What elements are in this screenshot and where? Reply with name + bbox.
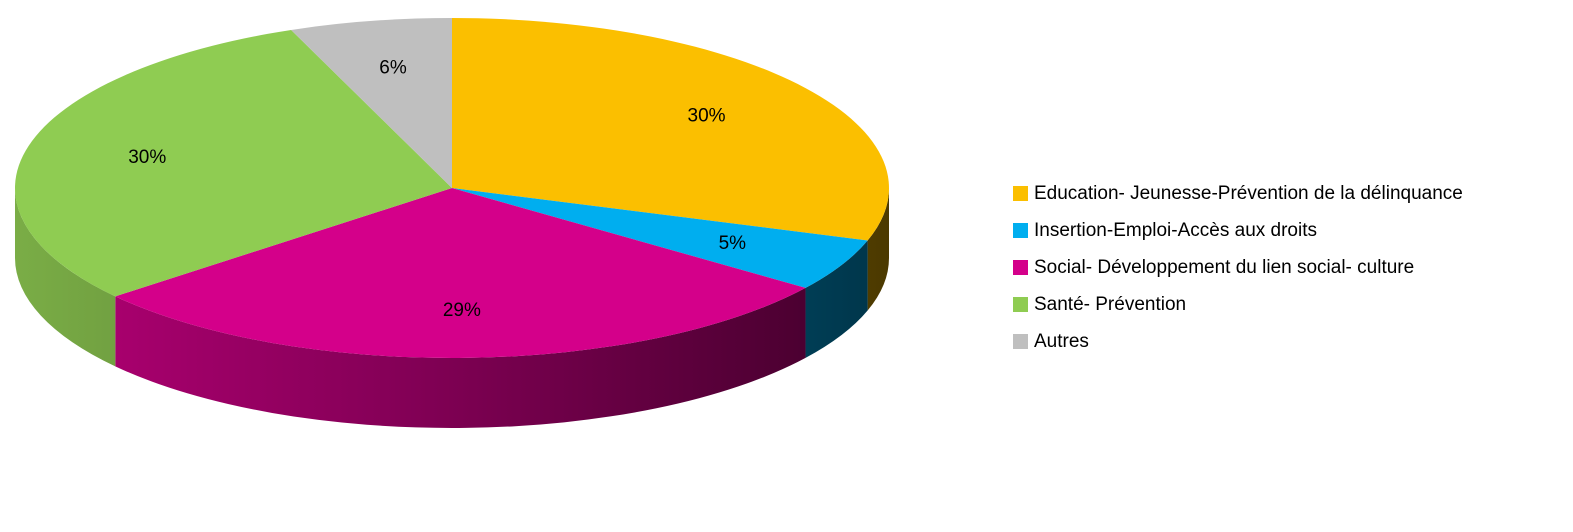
- legend-label: Autres: [1034, 330, 1089, 352]
- data-label-education-jeunesse-prevention-de-la-delinquance: 30%: [688, 106, 726, 127]
- legend-label: Santé- Prévention: [1034, 293, 1187, 315]
- legend-swatch: [1013, 334, 1028, 349]
- legend-swatch: [1013, 186, 1028, 201]
- data-label-insertion-emploi-acces-aux-droits: 5%: [719, 233, 747, 254]
- pie-side-education-jeunesse-prevention-de-la-delinquance: [867, 188, 889, 311]
- data-labels: 30% 5% 29% 30% 6%: [128, 57, 746, 321]
- pie-slice-social-developpement-du-lien-social-culture[interactable]: [115, 188, 806, 358]
- pie-side-insertion-emploi-acces-aux-droits: [805, 240, 868, 358]
- legend-item-insertion-emploi-acces-aux-droits: Insertion-Emploi-Accès aux droits: [1013, 212, 1463, 249]
- pie-side-walls: [15, 188, 889, 428]
- data-label-sante-prevention: 30%: [128, 147, 166, 168]
- pie-side-social-developpement-du-lien-social-culture: [115, 287, 806, 428]
- legend-item-autres: Autres: [1013, 323, 1463, 360]
- pie-slice-autres[interactable]: [291, 18, 452, 188]
- legend-label: Education- Jeunesse-Prévention de la dél…: [1034, 182, 1463, 204]
- legend-label: Insertion-Emploi-Accès aux droits: [1034, 219, 1317, 241]
- pie-side-sante-prevention: [15, 188, 116, 367]
- legend: Education- Jeunesse-Prévention de la dél…: [1013, 175, 1463, 360]
- legend-swatch: [1013, 223, 1028, 238]
- legend-label: Social- Développement du lien social- cu…: [1034, 256, 1415, 278]
- pie-slice-education-jeunesse-prevention-de-la-delinquance[interactable]: [452, 18, 889, 241]
- data-label-autres: 6%: [379, 57, 407, 78]
- pie-slices: [14, 18, 889, 358]
- legend-item-education-jeunesse-prevention-de-la-delinquance: Education- Jeunesse-Prévention de la dél…: [1013, 175, 1463, 212]
- legend-item-sante-prevention: Santé- Prévention: [1013, 286, 1463, 323]
- legend-swatch: [1013, 260, 1028, 275]
- pie-slice-sante-prevention[interactable]: [14, 29, 453, 297]
- pie-slice-insertion-emploi-acces-aux-droits[interactable]: [452, 188, 868, 288]
- legend-item-social-developpement-du-lien-social-culture: Social- Développement du lien social- cu…: [1013, 249, 1463, 286]
- data-label-social-developpement-du-lien-social-culture: 29%: [443, 300, 481, 321]
- legend-swatch: [1013, 297, 1028, 312]
